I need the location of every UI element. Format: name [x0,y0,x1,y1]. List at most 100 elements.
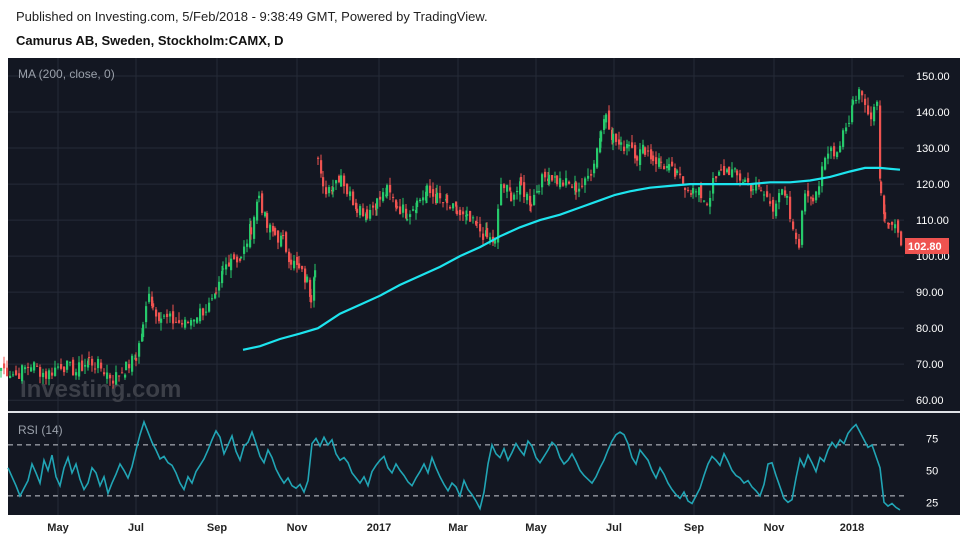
candle-body [152,303,155,308]
candle-body [340,175,343,187]
candle-body [647,150,650,152]
candle-body [900,231,903,246]
candle-body [199,308,202,322]
candle-body [328,187,331,194]
price-pane [8,58,904,411]
rsi-axis [904,413,960,515]
candle-body [626,144,629,149]
candle-body [482,233,485,240]
candle-body [21,365,24,382]
candle-body [784,190,787,196]
candle-body [692,188,695,194]
candle-body [536,191,539,193]
candle-body [596,148,599,168]
candle-body [211,298,214,300]
candle-body [277,230,280,243]
candle-body [459,209,462,216]
candle-body [54,367,57,376]
candle-body [196,317,199,323]
candle-body [554,176,557,178]
candle-body [148,293,151,302]
candle-body [446,194,449,204]
candle-body [264,212,267,217]
candle-body [830,147,833,152]
candle-body [274,228,277,235]
candle-body [603,119,606,130]
candle-body [833,146,836,157]
candle-body [676,170,679,174]
candle-body [541,174,544,188]
candle-body [781,189,784,195]
candle-body [644,147,647,155]
candle-body [815,191,818,201]
ma-200-line [242,166,901,351]
x-tick-label: Jul [606,522,622,534]
candle-body [178,320,181,323]
candle-body [519,181,522,195]
candle-body [581,185,584,187]
candle-body [568,181,571,184]
candle-body [338,175,341,183]
candle-body [674,168,677,177]
candle-body [215,292,218,294]
candle-body [325,187,328,195]
candle-body [758,182,761,187]
candle-body [236,256,239,263]
candle-body [72,359,75,376]
candle-body [228,262,231,267]
candle-body [789,196,792,220]
candle-body [317,157,320,159]
candle-body [359,206,362,216]
candle-body [559,178,562,188]
candle-body [155,309,158,317]
candle-body [848,122,851,124]
candle-body [842,130,845,147]
candle-body [386,185,389,197]
candle-body [605,114,608,123]
x-tick-label: Sep [207,522,227,534]
candle-body [406,219,409,221]
candle-body [429,185,432,194]
candle-body [772,199,775,212]
candle-body [293,260,296,269]
candle-body [296,256,299,265]
candle-body [233,254,236,260]
candle-body [12,374,15,376]
candle-body [658,158,661,167]
candle-body [193,319,196,322]
candle-body [151,296,154,307]
candle-body [298,263,301,269]
candle-body [668,164,671,171]
candle-body [652,155,655,162]
candle-body [744,179,747,183]
candle-body [650,149,653,160]
candle-body [187,321,190,323]
candle-body [551,175,554,181]
candle-body [103,372,106,375]
candle-body [158,312,161,322]
candle-body [723,166,726,176]
candle-body [269,224,272,233]
rsi-tick-label: 25 [926,497,938,509]
candle-body [128,364,131,369]
candle-body [415,209,418,213]
candle-body [258,195,261,199]
symbol-title: Camurus AB, Sweden, Stockholm:CAMX, D [16,33,284,48]
candle-body [145,306,148,323]
candle-body [858,89,861,100]
candle-body [520,176,523,186]
candle-body [516,191,519,193]
candle-body [91,358,94,366]
x-tick-label: Nov [287,522,309,534]
candle-body [612,133,615,143]
candle-body [795,232,798,239]
candle-body [230,258,233,271]
candle-body [739,173,742,181]
candle-body [897,220,900,233]
candle-body [389,184,392,193]
candle-body [243,246,246,254]
candle-body [214,293,217,299]
candle-body [544,171,547,178]
candle-body [456,210,459,215]
